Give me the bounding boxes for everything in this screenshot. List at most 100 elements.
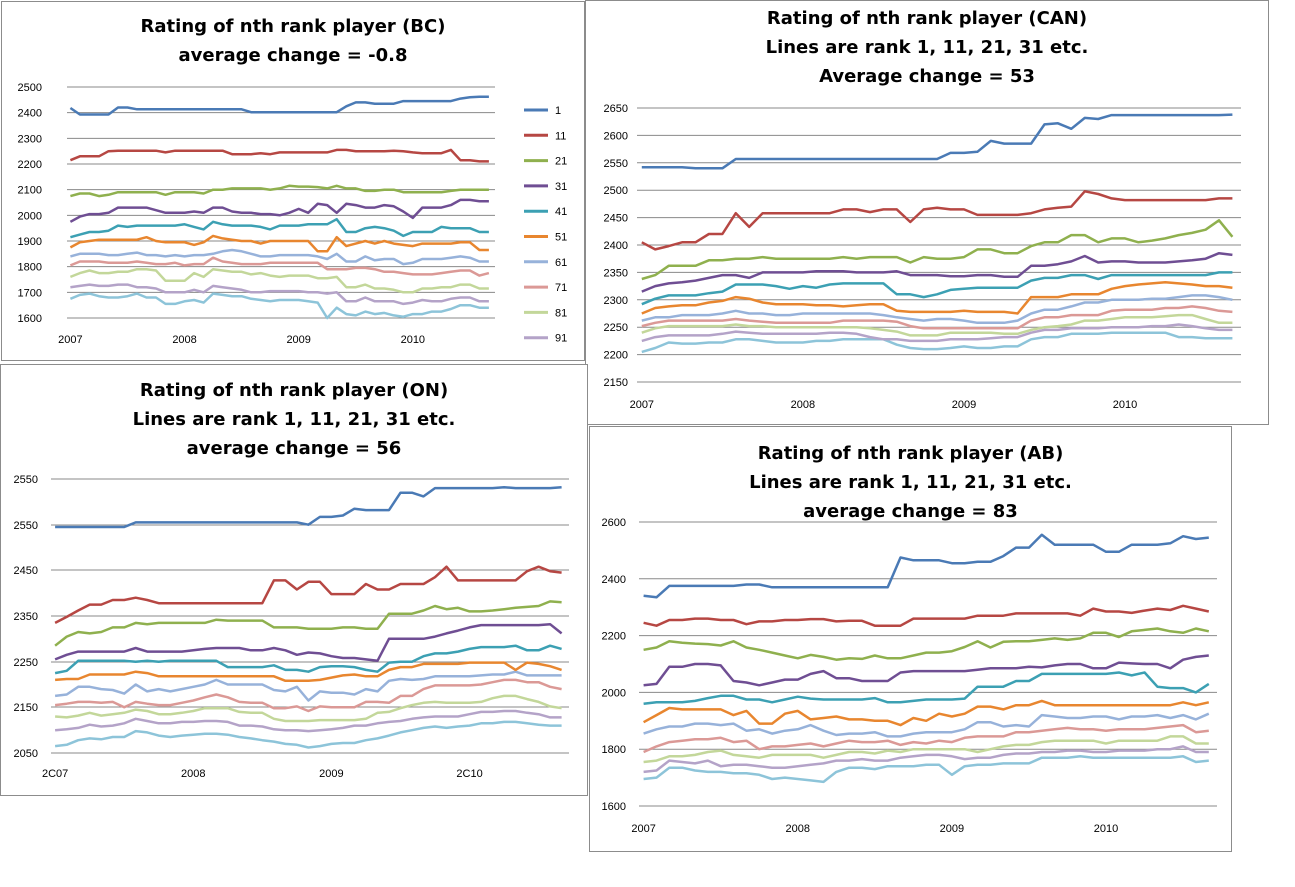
- y-tick-label: 2250: [604, 322, 628, 334]
- chart-title-line: Rating of nth rank player (ON): [139, 380, 449, 401]
- y-tick-label: 2400: [604, 240, 628, 252]
- y-tick-label: 2500: [604, 185, 628, 197]
- chart-plot-ab: 1600 1800 2000 2200 2400 2600 2007 2008 2009 2010: [602, 517, 1217, 835]
- y-tick-label: 2150: [14, 702, 38, 714]
- chart-title-on: Rating of nth rank player (ON) Lines are…: [1, 376, 587, 463]
- x-tick-label: 2008: [791, 399, 815, 411]
- chart-panel-ab: 1600 1800 2000 2200 2400 2600 2007 2008 2009 2010…: [589, 426, 1232, 852]
- chart-title-line: Rating of nth rank player (BC): [140, 16, 446, 37]
- series-line: [643, 654, 1209, 687]
- x-tick-label: 2009: [319, 768, 343, 780]
- series-line: [641, 219, 1234, 281]
- series-line: [69, 95, 489, 116]
- legend-label: 1: [555, 105, 561, 117]
- x-tick-label: 2007: [630, 399, 654, 411]
- chart-plot-on: 2050 2150 2250 2350 2450 2550 2550 2C07 2008 2009…: [14, 474, 569, 780]
- chart-title-ab: Rating of nth rank player (AB) Lines are…: [590, 439, 1231, 526]
- y-tick-label: 2550: [14, 520, 38, 532]
- series-line: [54, 644, 562, 675]
- y-tick-label: 1600: [602, 801, 626, 813]
- series-line: [55, 694, 562, 723]
- series-line: [70, 217, 489, 239]
- x-tick-label: 2008: [172, 334, 196, 346]
- series-line: [643, 671, 1210, 706]
- series-line: [55, 661, 562, 683]
- y-tick-label: 1800: [18, 262, 42, 274]
- y-tick-label: 2000: [602, 687, 626, 699]
- y-tick-label: 2500: [18, 82, 42, 94]
- y-tick-label: 1900: [18, 236, 42, 248]
- x-tick-label: 2009: [940, 823, 964, 835]
- legend-label: 61: [555, 257, 567, 269]
- series-line: [643, 723, 1209, 754]
- series-line: [69, 256, 490, 277]
- x-tick-label: 2007: [58, 334, 82, 346]
- legend-label: 11: [555, 130, 566, 142]
- x-tick-label: 2C07: [42, 768, 68, 780]
- chart-plot-can: 2150 2200 2250 2300 2350 2400 2450 2500 2550 2600…: [604, 103, 1241, 411]
- legend-label: 81: [555, 307, 567, 319]
- chart-subtitle-line: Lines are rank 1, 11, 21, 31 etc.: [749, 472, 1072, 493]
- y-tick-label: 2100: [18, 185, 42, 197]
- series-line: [69, 267, 489, 294]
- y-tick-label: 2400: [18, 108, 42, 120]
- y-tick-label: 1700: [18, 287, 42, 299]
- series-line: [641, 251, 1233, 293]
- x-tick-label: 2010: [1094, 823, 1118, 835]
- y-tick-label: 2050: [14, 748, 38, 760]
- x-tick-label: 2009: [286, 334, 310, 346]
- x-tick-label: 2C10: [456, 768, 482, 780]
- legend-label: 31: [555, 181, 567, 193]
- legend-label: 21: [555, 156, 567, 168]
- y-tick-label: 2300: [18, 133, 42, 145]
- y-tick-label: 2200: [602, 631, 626, 643]
- chart-title-bc: Rating of nth rank player (BC) average c…: [2, 12, 584, 70]
- series-line: [641, 190, 1233, 251]
- y-tick-label: 2550: [604, 158, 628, 170]
- series-line: [641, 294, 1233, 325]
- series-line: [54, 720, 562, 749]
- chart-subtitle-line: Lines are rank 1, 11, 21, 31 etc.: [132, 409, 456, 430]
- series-line: [643, 745, 1209, 774]
- y-tick-label: 2650: [604, 103, 628, 115]
- chart-subtitle-line: Average change = 53: [819, 66, 1035, 87]
- y-tick-label: 2200: [18, 159, 42, 171]
- series-line: [54, 678, 562, 713]
- series-line: [643, 712, 1210, 738]
- series-line: [70, 184, 489, 198]
- y-tick-label: 2200: [604, 350, 628, 362]
- chart-title-line: Rating of nth rank player (CAN): [766, 8, 1088, 29]
- series-line: [641, 281, 1233, 315]
- series-line: [69, 148, 489, 163]
- x-tick-label: 2009: [952, 399, 976, 411]
- series-line: [641, 113, 1233, 170]
- y-tick-label: 1600: [18, 313, 42, 325]
- x-tick-label: 2008: [786, 823, 810, 835]
- chart-subtitle-line: average change = 83: [803, 501, 1018, 522]
- y-tick-label: 2350: [14, 611, 38, 623]
- series-line: [642, 699, 1210, 727]
- series-line: [641, 323, 1233, 343]
- x-tick-label: 2010: [1113, 399, 1137, 411]
- series-line: [54, 565, 562, 625]
- legend-label: 41: [555, 206, 567, 218]
- series-line: [70, 283, 489, 306]
- series-line: [55, 709, 562, 733]
- y-tick-label: 2250: [14, 657, 38, 669]
- y-tick-label: 2600: [602, 517, 626, 529]
- y-tick-label: 2300: [604, 295, 628, 307]
- legend-label: 51: [555, 232, 567, 244]
- series-line: [69, 234, 489, 253]
- legend-label: 91: [555, 333, 567, 345]
- series-line: [54, 622, 563, 663]
- series-line: [69, 292, 489, 320]
- series-line: [641, 271, 1233, 306]
- y-tick-label: 2350: [604, 267, 628, 279]
- x-tick-label: 2008: [181, 768, 205, 780]
- series-line: [643, 604, 1210, 627]
- x-tick-label: 2007: [631, 823, 655, 835]
- chart-panel-bc: 1600 1700 1800 1900 2000 2100 2200 2300 2400 2500…: [1, 1, 585, 361]
- y-tick-label: 2450: [14, 565, 38, 577]
- y-tick-label: 2000: [18, 210, 42, 222]
- series-line: [641, 305, 1233, 330]
